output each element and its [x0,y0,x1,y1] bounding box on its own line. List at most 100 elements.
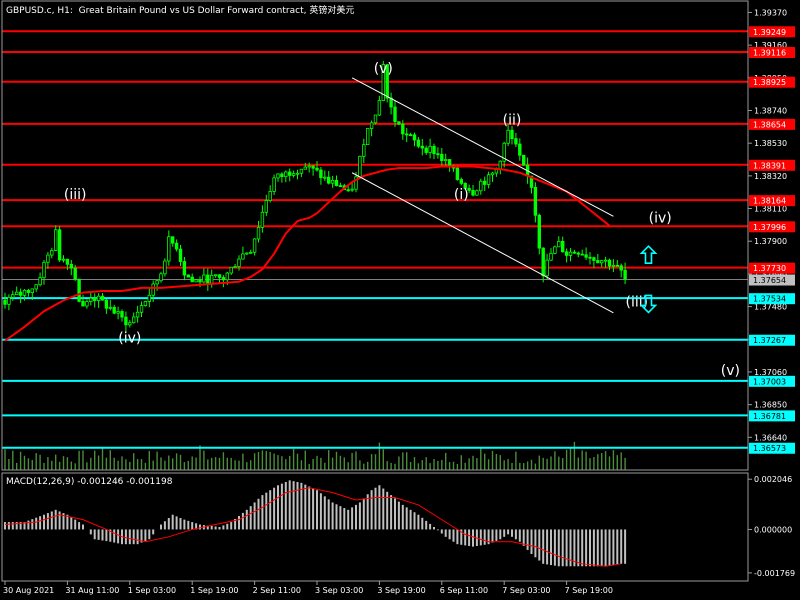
candle-body [377,100,382,116]
candle-body [61,258,66,261]
trend-channel [351,77,614,314]
candle-body [424,147,428,153]
price-axis: 1.393701.391601.389501.387401.385301.383… [748,8,795,454]
candle-body [623,269,627,280]
candle-body [128,322,132,326]
arrow-down-icon [639,294,658,314]
candle-body [615,264,619,267]
wave-label-3: (ii) [503,113,522,129]
candle-body [42,261,46,279]
candle-body [393,106,397,123]
arrow-up-icon [639,245,658,265]
candle-body [467,187,471,191]
candle-body [369,122,374,129]
support-label-2: 1.37003 [753,377,786,386]
current-price-label: 1.37654 [753,276,786,285]
resistance-label-3: 1.38654 [753,120,786,129]
candle-body [588,256,592,259]
candle-body [73,267,77,280]
candle-body [209,274,214,284]
wave-label-4: (i) [454,187,469,203]
candle-body [100,295,105,301]
main-panel-frame [1,0,749,471]
candle-body [459,179,463,184]
candle-body [159,273,163,282]
volume-histogram [4,441,626,470]
candle-body [447,159,452,167]
ma-line [4,165,611,342]
candle-body [272,177,276,192]
support-label-4: 1.36573 [753,444,786,453]
candle-body [611,264,616,267]
candle-body [89,297,93,302]
resistance-label-7: 1.37730 [753,264,786,273]
candle-body [436,153,440,156]
candle-body [81,300,85,307]
candle-body [202,274,206,283]
symbol-label: GBPUSD.c [6,6,52,16]
candle-body [104,299,109,309]
macd-title: MACD(12,26,9) -0.001246 -0.001198 [6,477,173,487]
candle-body [311,165,315,169]
candle-body [416,139,421,147]
resistance-label-5: 1.38164 [753,197,786,206]
candle-body [245,252,249,255]
candle-body [463,182,467,189]
candle-body [116,311,120,314]
candle-body [198,279,202,283]
support-label-0-box [749,293,795,305]
candle-body [30,288,34,293]
candle-body [420,145,424,149]
candle-body [412,134,417,141]
candle-body [54,229,58,251]
candle-body [7,296,11,305]
candle-body [401,123,405,135]
candle-body [139,305,144,313]
direction-arrows [639,245,658,314]
candle-body [580,253,584,256]
candlestick-series [3,60,627,333]
candle-body [354,176,358,190]
candle-body [291,173,296,176]
macd-signal-line [4,487,622,567]
candle-body [545,259,549,277]
candle-body [93,297,97,301]
candle-body [572,251,577,254]
candle-body [182,261,187,276]
candle-body [34,284,38,290]
candle-body [385,64,389,99]
candle-body [510,129,514,139]
wave-label-0: (iii) [64,187,87,203]
support-label-1-box [749,334,795,346]
candle-body [217,274,222,278]
candle-body [323,176,327,179]
candle-body [77,278,81,302]
candle-body [607,259,612,267]
candle-body [529,175,534,188]
candle-body [541,247,545,277]
candle-body [167,236,171,262]
channel-line-1 [351,172,614,314]
price-tick-label-6: 1.38110 [754,205,787,214]
candle-body [381,64,385,101]
elliott-wave-labels: (iii)(iv)(v)(ii)(i)(iv)(iii)(v) [64,61,740,379]
candle-body [57,229,62,261]
horizontal-levels [2,30,748,449]
current-price-label-box [749,274,795,286]
candle-body [46,254,50,263]
candle-body [241,253,245,260]
macd-axis: 0.002046 0.000000 -0.001769 [748,475,795,578]
candle-body [3,299,7,305]
wave-label-5: (iv) [649,211,672,227]
candle-body [471,190,475,196]
candle-body [186,274,190,278]
candle-body [147,294,151,302]
resistance-label-7-box [749,262,795,274]
time-tick-label-3: 1 Sep 19:00 [190,586,238,595]
support-label-0: 1.37534 [753,295,786,304]
resistance-label-1: 1.39116 [753,48,786,57]
candle-body [229,266,233,274]
time-tick-label-0: 30 Aug 2021 [3,586,54,595]
candle-body [553,246,557,254]
